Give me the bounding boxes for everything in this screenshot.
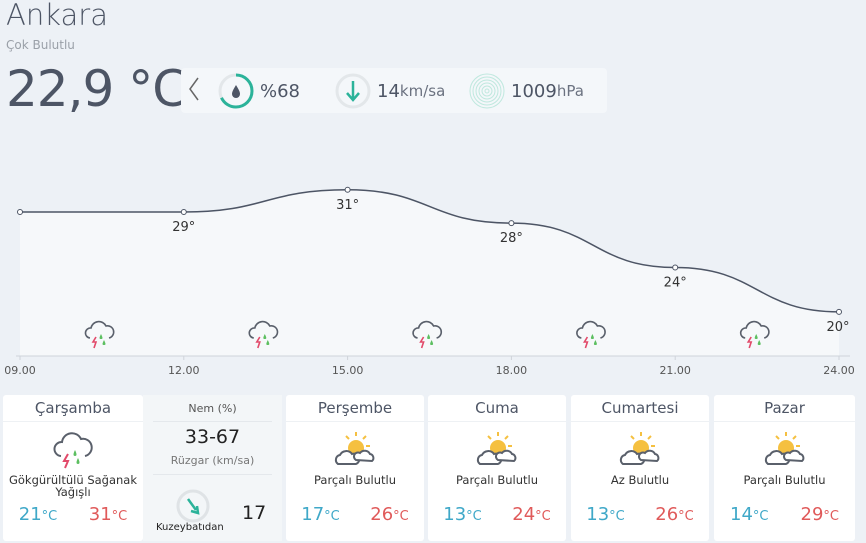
wind-value: 14	[377, 80, 400, 102]
day-name: Cumartesi	[571, 395, 709, 422]
partly-cloudy-icon	[571, 430, 709, 470]
forecast-card[interactable]: Cuma Parçalı Bulutlu 13°C 24°C	[428, 395, 566, 541]
wind-stat: 14 km/sa	[334, 72, 445, 110]
partly-cloudy-icon	[286, 430, 424, 470]
data-label: 20°	[826, 320, 849, 335]
x-tick-label: 15.00	[332, 364, 364, 377]
data-point	[17, 209, 23, 215]
today-card[interactable]: Çarşamba Gökgürültülü Sağanak Yağışlı 21…	[3, 395, 143, 541]
high-temp: 24°C	[512, 504, 551, 525]
data-label: 24°	[664, 276, 687, 291]
current-temperature: 22,9 °C	[6, 60, 187, 118]
data-label: 31°	[336, 198, 359, 213]
thunderstorm-icon	[3, 430, 143, 470]
humidity-range: 33-67	[184, 426, 241, 448]
forecast-card[interactable]: Perşembe Parçalı Bulutlu 17°C 26°C	[286, 395, 424, 541]
x-tick-label: 12.00	[168, 364, 200, 377]
day-name: Cuma	[428, 395, 566, 422]
wind-unit: km/sa	[399, 82, 446, 100]
data-label: 28°	[500, 231, 523, 246]
forecast-card[interactable]: Cumartesi Az Bulutlu 13°C 26°C	[571, 395, 709, 541]
high-temp: 26°C	[370, 504, 409, 525]
data-point	[180, 209, 187, 215]
pressure-icon	[468, 72, 506, 110]
low-temp: 13°C	[443, 504, 482, 525]
current-condition: Çok Bulutlu	[6, 38, 75, 52]
x-tick-label: 18.00	[496, 364, 528, 377]
chevron-left-icon[interactable]	[187, 76, 201, 102]
thunderstorm-icon	[412, 320, 443, 349]
city-name: Ankara	[6, 0, 108, 32]
partly-cloudy-icon	[428, 430, 566, 470]
low-temp: 14°C	[730, 504, 769, 525]
day-description: Az Bulutlu	[610, 473, 670, 487]
low-temp: 17°C	[301, 504, 340, 525]
wind-label: Rüzgar (km/sa)	[170, 454, 255, 467]
high-temp: 31°C	[88, 504, 128, 525]
low-temp: 13°C	[586, 504, 625, 525]
data-label: 29°	[172, 220, 195, 235]
x-tick-label: 24.00	[823, 364, 855, 377]
x-tick-label: 09.00	[4, 364, 36, 377]
pressure-stat: 1009 hPa	[468, 72, 584, 110]
pressure-unit: hPa	[556, 82, 584, 100]
day-description: Gökgürültülü Sağanak Yağışlı	[8, 473, 138, 499]
data-point	[836, 308, 842, 315]
humidity-ring-icon	[217, 72, 255, 110]
chart-area	[20, 189, 839, 356]
data-point	[672, 264, 679, 271]
wind-direction-icon	[175, 488, 211, 528]
data-point	[508, 220, 515, 227]
high-temp: 26°C	[655, 504, 694, 525]
today-details: Nem (%) 33-67 Rüzgar (km/sa) Kuzeybatıda…	[143, 395, 282, 541]
wind-speed: 17	[242, 502, 267, 524]
temperature-line	[20, 189, 840, 313]
wind-arrow-icon	[334, 72, 372, 110]
humidity-stat: %68	[217, 72, 300, 110]
data-point	[344, 186, 351, 193]
pressure-value: 1009	[511, 80, 557, 102]
partly-cloudy-icon	[714, 430, 855, 470]
stats-bar: %68 14 km/sa 1009 hPa	[181, 68, 607, 113]
day-name: Pazar	[714, 395, 855, 422]
low-temp: 21°C	[18, 504, 58, 525]
wind-direction: Kuzeybatıdan	[156, 522, 224, 533]
humidity-label: Nem (%)	[188, 402, 237, 415]
day-description: Parçalı Bulutlu	[743, 473, 826, 487]
day-description: Parçalı Bulutlu	[455, 473, 538, 487]
day-description: Parçalı Bulutlu	[313, 473, 396, 487]
thunderstorm-icon	[576, 320, 606, 349]
day-name: Perşembe	[286, 395, 424, 422]
forecast-card[interactable]: Pazar Parçalı Bulutlu 14°C 29°C	[714, 395, 855, 541]
high-temp: 29°C	[800, 504, 839, 525]
thunderstorm-icon	[739, 320, 770, 349]
x-tick-label: 21.00	[659, 364, 691, 377]
thunderstorm-icon	[248, 320, 279, 349]
hourly-temperature-chart: 09.00 29° 12.00 31° 15.00 28° 18.00 24° 21.00 20°…	[4, 186, 855, 377]
thunderstorm-icon	[84, 320, 115, 349]
day-name: Çarşamba	[3, 395, 143, 422]
humidity-value: %68	[260, 80, 301, 102]
